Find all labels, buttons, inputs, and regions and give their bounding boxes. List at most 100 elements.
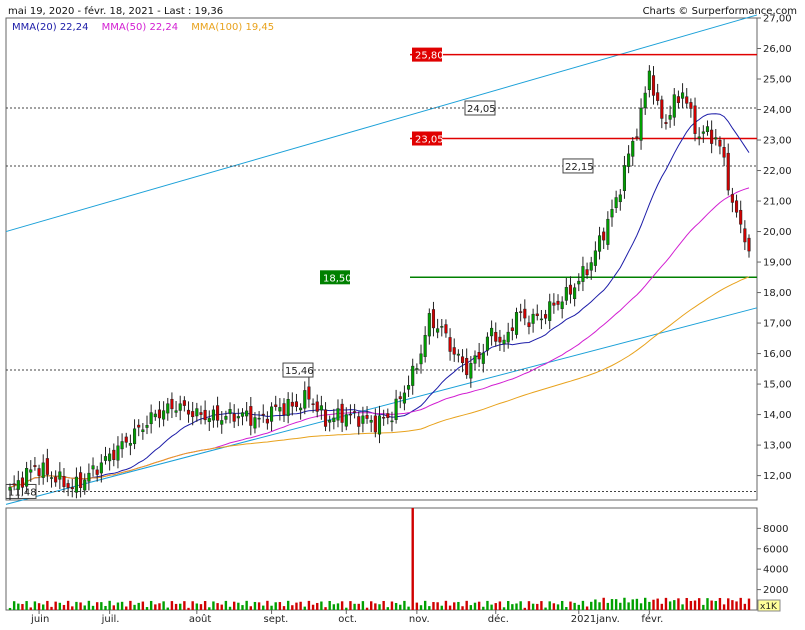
candle-body (481, 352, 485, 364)
volume-bar (714, 600, 717, 610)
volume-bar (228, 606, 232, 610)
volume-bar (104, 605, 107, 610)
candle-body (170, 398, 174, 410)
candle-body (627, 153, 631, 167)
candle-body (20, 477, 25, 488)
volume-bar (191, 601, 194, 610)
candle-body (145, 425, 149, 428)
y-tick-label: 21,00 (763, 197, 792, 208)
volume-bar (303, 606, 306, 610)
volume-bar (37, 603, 41, 610)
volume-bar (656, 598, 659, 610)
candle-body (714, 137, 718, 140)
candle-body (232, 413, 236, 422)
candle-body (157, 409, 162, 419)
volume-bar (149, 600, 153, 610)
x-tick-label: oct. (338, 614, 357, 625)
candle-body (319, 405, 323, 411)
candle-body (357, 416, 361, 427)
candle-body (490, 327, 494, 337)
level-label: 15,46 (285, 366, 314, 377)
volume-bar (75, 601, 78, 610)
candle-body (448, 337, 452, 352)
x-tick-label: août (189, 613, 212, 625)
volume-bar (581, 600, 585, 610)
candle-body (282, 403, 286, 416)
volume-bar (527, 601, 531, 610)
x-tick-label: nov. (409, 614, 430, 625)
candle-body (672, 94, 676, 118)
candle-body (108, 453, 112, 462)
candle-body (535, 313, 539, 317)
candle-body (120, 441, 124, 450)
volume-bar (544, 607, 547, 610)
candle-body (311, 403, 315, 405)
volume-bar (79, 602, 82, 610)
candle-body (249, 406, 253, 426)
volume-bar (706, 598, 709, 610)
candle-body (116, 445, 120, 461)
volume-bar (673, 600, 676, 610)
volume-bar (469, 605, 473, 610)
volume-bar (689, 600, 693, 610)
candle-body (66, 483, 70, 488)
candle-body (91, 465, 95, 470)
volume-bar (224, 600, 228, 610)
candle-body (99, 462, 103, 474)
price-plot-frame (5, 17, 758, 501)
volume-bar (378, 604, 381, 610)
candle-body (16, 480, 20, 490)
candle-body (290, 401, 294, 407)
candle-body (41, 462, 45, 478)
candle-body (506, 331, 510, 343)
volume-bar (179, 603, 182, 610)
level-label: 22,15 (565, 162, 594, 173)
candle-body (112, 449, 116, 460)
volume-bar (199, 604, 203, 610)
trend-line (5, 14, 758, 233)
candle-body (261, 413, 265, 416)
candle-body (739, 209, 743, 225)
volume-bar (307, 600, 311, 610)
date-range-text: mai 19, 2020 - févr. 18, 2021 - Last : 1… (8, 6, 224, 17)
volume-bar (253, 601, 257, 610)
volume-bar (415, 602, 419, 610)
volume-bar (21, 604, 24, 610)
candle-body (726, 152, 730, 191)
legend-mma50-label: MMA(50) (101, 22, 147, 33)
candle-body (573, 287, 577, 300)
volume-bar (33, 601, 37, 610)
candle-body (315, 401, 319, 412)
candle-body (228, 409, 232, 414)
candle-body (141, 429, 145, 432)
volume-y-tick-label: 4000 (763, 565, 788, 576)
volume-bar (120, 601, 124, 610)
y-tick-label: 18,00 (763, 288, 792, 299)
volume-bar (162, 601, 165, 610)
volume-bar (664, 597, 668, 610)
volume-bar (386, 607, 390, 610)
volume-bar (394, 602, 398, 610)
candle-body (95, 469, 99, 475)
volume-bar (58, 602, 62, 610)
candle-body (656, 92, 660, 101)
candle-body (643, 92, 647, 109)
volume-bar (457, 601, 460, 610)
volume-bar (270, 605, 273, 610)
volume-bar (423, 600, 427, 610)
candle-body (697, 136, 701, 139)
volume-bar (257, 602, 261, 610)
volume-unit-box (757, 599, 781, 612)
x-tick-label: juil. (101, 614, 120, 625)
candle-body (373, 415, 377, 433)
volume-bar (531, 603, 535, 610)
volume-bar (403, 600, 406, 610)
candle-body (647, 70, 651, 91)
level-label-box (282, 362, 314, 378)
y-tick-label: 22,00 (763, 166, 792, 177)
volume-bar (133, 604, 136, 610)
volume-bar (540, 601, 543, 610)
candle-body (631, 140, 635, 157)
volume-bar (12, 601, 16, 610)
